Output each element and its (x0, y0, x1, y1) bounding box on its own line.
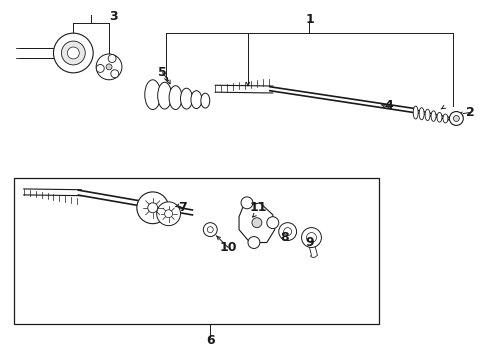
Text: 2: 2 (466, 106, 475, 119)
Ellipse shape (191, 91, 202, 109)
Circle shape (165, 210, 172, 218)
Circle shape (137, 192, 169, 224)
Circle shape (108, 54, 116, 62)
Circle shape (252, 218, 262, 228)
Ellipse shape (145, 80, 161, 109)
Text: 10: 10 (220, 241, 237, 254)
Ellipse shape (201, 93, 210, 108)
Text: 7: 7 (178, 201, 187, 214)
Circle shape (241, 197, 253, 209)
Ellipse shape (180, 88, 193, 109)
Circle shape (97, 64, 104, 72)
Circle shape (53, 33, 93, 73)
Text: 8: 8 (280, 231, 289, 244)
Circle shape (453, 116, 459, 121)
Circle shape (111, 70, 119, 78)
Text: 3: 3 (109, 10, 117, 23)
Text: 5: 5 (158, 66, 167, 79)
Text: 11: 11 (249, 201, 267, 214)
Circle shape (106, 64, 112, 70)
Ellipse shape (169, 86, 182, 109)
Ellipse shape (437, 112, 442, 122)
Circle shape (267, 217, 279, 229)
Circle shape (307, 233, 317, 243)
Text: 9: 9 (305, 236, 314, 249)
Circle shape (301, 228, 321, 247)
Ellipse shape (425, 109, 430, 121)
Circle shape (248, 237, 260, 248)
Polygon shape (239, 203, 275, 243)
Circle shape (157, 202, 180, 226)
Circle shape (68, 47, 79, 59)
Circle shape (96, 54, 122, 80)
Circle shape (148, 203, 158, 213)
Text: 1: 1 (305, 13, 314, 26)
Bar (14, 178, 379, 324)
Ellipse shape (431, 111, 436, 121)
Ellipse shape (413, 106, 418, 119)
Ellipse shape (443, 114, 448, 123)
Text: 6: 6 (206, 334, 215, 347)
Circle shape (284, 228, 292, 235)
Circle shape (207, 227, 213, 233)
Circle shape (449, 112, 464, 125)
Circle shape (61, 41, 85, 65)
Circle shape (203, 223, 217, 237)
Circle shape (279, 223, 296, 240)
Ellipse shape (419, 108, 424, 120)
Ellipse shape (158, 82, 172, 109)
Text: 4: 4 (385, 99, 393, 112)
